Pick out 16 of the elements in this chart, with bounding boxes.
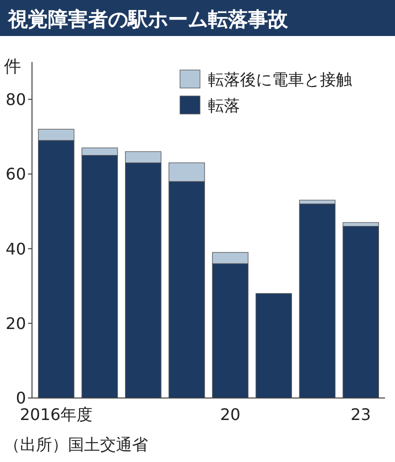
chart-title: 視覚障害者の駅ホーム転落事故 xyxy=(7,7,289,31)
bar xyxy=(299,204,336,398)
legend-label: 転落後に電車と接触 xyxy=(208,70,352,89)
y-tick-label: 20 xyxy=(6,314,26,333)
y-tick-label: 60 xyxy=(6,164,26,184)
bar xyxy=(256,293,292,398)
x-tick-label: 20 xyxy=(220,405,240,424)
text: （出所）国土交通省 xyxy=(4,435,148,454)
x-tick-label: 23 xyxy=(350,405,371,424)
x-tick-label: 2016年度 xyxy=(20,405,93,424)
y-tick-label: 80 xyxy=(6,90,26,109)
y-tick-label: 0 xyxy=(16,388,26,408)
y-tick-label: 40 xyxy=(6,239,26,258)
legend-label: 転落 xyxy=(208,96,240,115)
y-axis-title: 件 xyxy=(4,57,21,77)
bar xyxy=(342,226,379,398)
